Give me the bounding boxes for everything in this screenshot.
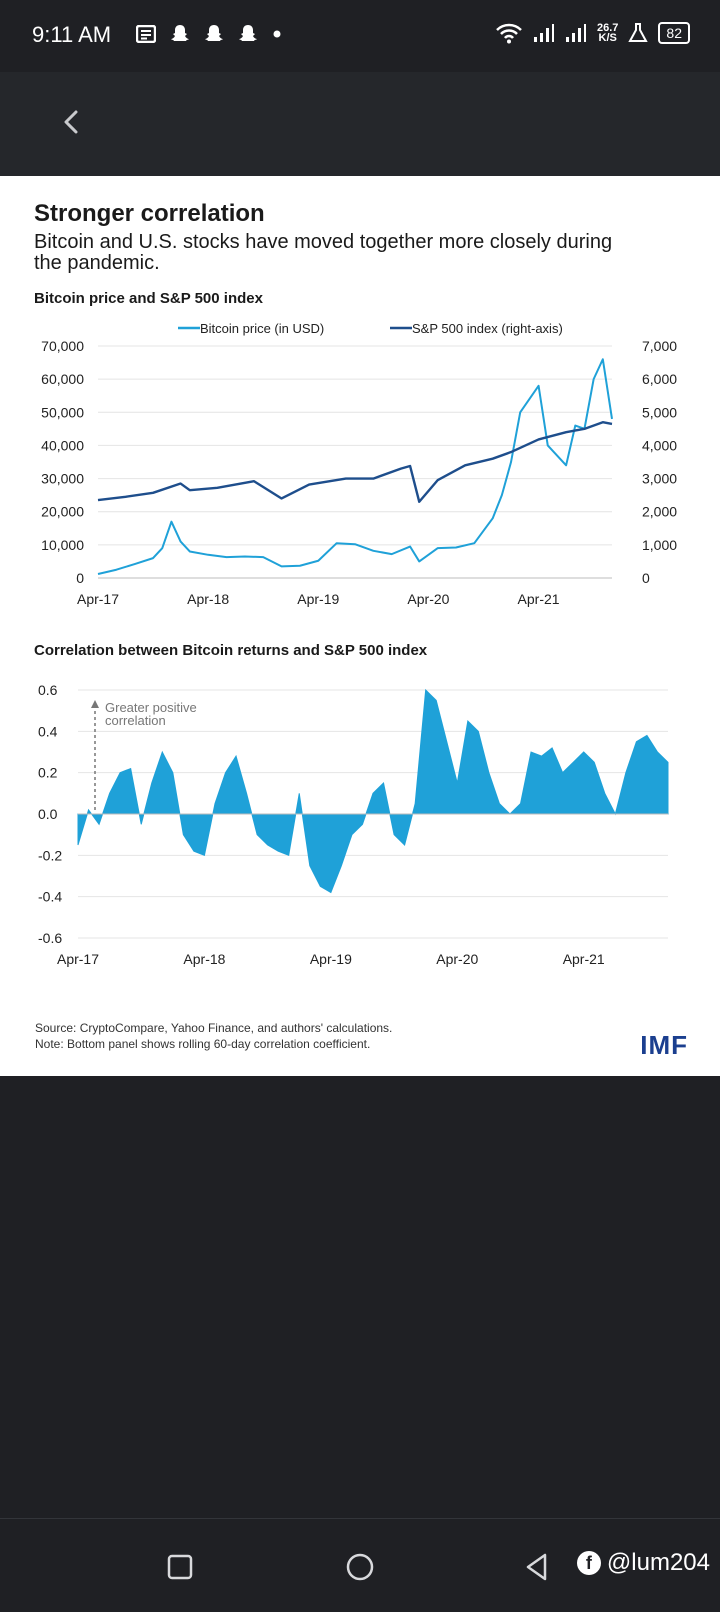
flask-icon	[628, 23, 649, 42]
annotation-arrow-head	[91, 700, 99, 708]
x-tick-label: Apr-20	[436, 951, 478, 967]
message-icon	[136, 25, 156, 43]
y-left-tick-label: 40,000	[41, 437, 84, 453]
x-tick-label: Apr-21	[518, 591, 560, 607]
x-tick-label: Apr-21	[563, 951, 605, 967]
y-right-tick-label: 6,000	[642, 371, 677, 387]
y-tick-label: -0.2	[38, 847, 62, 863]
snapchat-icon	[171, 25, 189, 41]
snapchat-icon	[239, 25, 257, 41]
notification-icons	[136, 24, 282, 44]
y-right-tick-label: 1,000	[642, 537, 677, 553]
status-bar: 9:11 AM 26.7 K/S 82	[0, 0, 720, 72]
price-chart: 70,000 60,000 50,000 40,000 30,000 20,000 10,0…	[41, 321, 677, 607]
infographic-image: Stronger correlation Bitcoin and U.S. st…	[0, 176, 720, 1076]
system-icons: 26.7 K/S 82	[495, 22, 690, 44]
headline: Stronger correlation	[34, 200, 265, 227]
annotation-text: correlation	[105, 713, 166, 728]
watermark-handle: @lum204	[606, 1549, 710, 1576]
imf-logo: IMF	[640, 1030, 688, 1060]
sp500-series-line	[97, 421, 613, 503]
more-notifications-dot-icon	[273, 30, 281, 38]
y-right-tick-label: 7,000	[642, 338, 677, 354]
network-speed-value: 26.7	[597, 22, 619, 34]
x-tick-label: Apr-17	[77, 591, 119, 607]
y-right-tick-label: 5,000	[642, 404, 677, 420]
y-left-tick-label: 30,000	[41, 471, 84, 487]
y-tick-label: -0.6	[38, 930, 62, 946]
y-left-tick-label: 0	[76, 570, 84, 586]
price-chart-title: Bitcoin price and S&P 500 index	[34, 290, 263, 307]
watermark: f @lum204	[576, 1549, 710, 1577]
correlation-chart: 0.6 0.4 0.2 0.0 -0.2 -0.4 -0.6 Apr-17 Apr-18 Apr-…	[38, 682, 669, 967]
y-left-tick-label: 10,000	[41, 537, 84, 553]
y-tick-label: -0.4	[38, 889, 62, 905]
battery-indicator: 82	[658, 22, 690, 44]
legend-label: Bitcoin price (in USD)	[200, 321, 324, 336]
x-tick-label: Apr-19	[297, 591, 339, 607]
y-right-tick-label: 4,000	[642, 437, 677, 453]
app-bar	[0, 72, 720, 176]
y-tick-label: 0.4	[38, 723, 58, 739]
y-tick-label: 0.0	[38, 806, 58, 822]
correlation-chart-title: Correlation between Bitcoin returns and …	[34, 642, 428, 659]
y-left-tick-label: 70,000	[41, 338, 84, 354]
status-time: 9:11 AM	[32, 22, 112, 47]
x-tick-label: Apr-18	[183, 951, 225, 967]
y-left-tick-label: 20,000	[41, 504, 84, 520]
navigation-bar: f @lum204	[0, 1518, 720, 1612]
x-tick-label: Apr-17	[57, 951, 99, 967]
wifi-icon	[496, 23, 522, 44]
back-arrow-icon[interactable]	[52, 102, 92, 142]
footer-notes: Source: CryptoCompare, Yahoo Finance, an…	[35, 1020, 392, 1052]
subheadline: Bitcoin and U.S. stocks have moved toget…	[34, 231, 613, 274]
source-note: Source: CryptoCompare, Yahoo Finance, an…	[35, 1021, 393, 1035]
network-speed-unit: K/S	[598, 32, 617, 44]
y-tick-label: 0.2	[38, 765, 58, 781]
y-right-tick-label: 0	[642, 570, 650, 586]
x-tick-label: Apr-18	[187, 591, 229, 607]
signal-icon	[534, 24, 554, 42]
correlation-area	[77, 688, 669, 894]
annotation-text: Greater positive	[105, 700, 197, 715]
y-right-tick-label: 3,000	[642, 471, 677, 487]
back-triangle-icon[interactable]	[518, 1547, 558, 1587]
network-speed: 26.7 K/S	[597, 22, 619, 44]
x-tick-label: Apr-20	[407, 591, 449, 607]
y-right-tick-label: 2,000	[642, 504, 677, 520]
y-tick-label: 0.6	[38, 682, 58, 698]
x-tick-label: Apr-19	[310, 951, 352, 967]
y-left-tick-label: 60,000	[41, 371, 84, 387]
panel-note: Note: Bottom panel shows rolling 60-day …	[35, 1037, 371, 1051]
facebook-icon: f	[576, 1551, 601, 1575]
legend-label: S&P 500 index (right-axis)	[412, 321, 563, 336]
snapchat-icon	[205, 25, 223, 41]
bitcoin-series-line	[97, 358, 613, 575]
y-left-tick-label: 50,000	[41, 404, 84, 420]
recent-apps-icon[interactable]	[160, 1547, 200, 1587]
signal-icon	[566, 24, 586, 42]
home-icon[interactable]	[340, 1547, 380, 1587]
